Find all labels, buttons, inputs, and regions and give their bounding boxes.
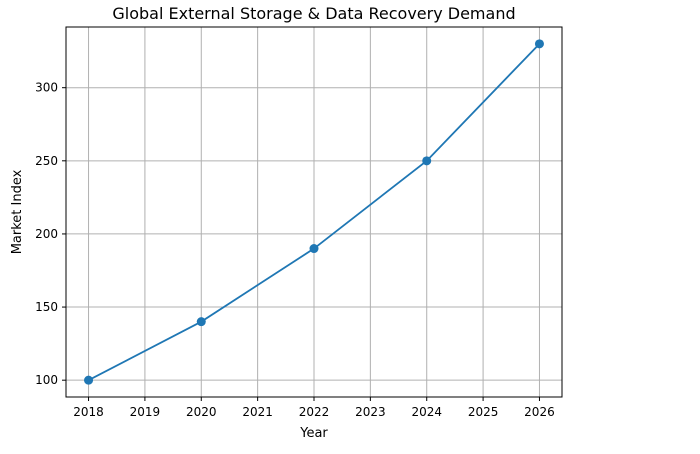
data-point — [534, 39, 544, 49]
x-tick-label: 2025 — [468, 405, 499, 419]
y-tick-label: 100 — [35, 373, 58, 387]
data-point — [422, 156, 432, 166]
y-tick-label: 300 — [35, 81, 58, 95]
x-tick-label: 2023 — [355, 405, 386, 419]
x-tick-label: 2022 — [299, 405, 330, 419]
y-axis-label: Market Index — [10, 169, 25, 254]
y-tick-label: 250 — [35, 154, 58, 168]
data-point — [196, 317, 206, 327]
y-tick-label: 200 — [35, 227, 58, 241]
x-tick-label: 2019 — [130, 405, 161, 419]
x-tick-label: 2021 — [242, 405, 273, 419]
chart-title: Global External Storage & Data Recovery … — [112, 4, 515, 23]
data-point — [84, 375, 94, 385]
ticks: 2018 2019 2020 2021 2022 2023 2024 2025 2026 100 1… — [35, 81, 555, 419]
x-tick-label: 2020 — [186, 405, 217, 419]
y-tick-label: 150 — [35, 300, 58, 314]
grid — [66, 27, 562, 397]
series — [84, 39, 544, 385]
x-tick-label: 2024 — [411, 405, 442, 419]
x-axis-label: Year — [299, 426, 328, 441]
x-tick-label: 2026 — [524, 405, 555, 419]
x-tick-label: 2018 — [73, 405, 104, 419]
data-point — [309, 244, 319, 254]
